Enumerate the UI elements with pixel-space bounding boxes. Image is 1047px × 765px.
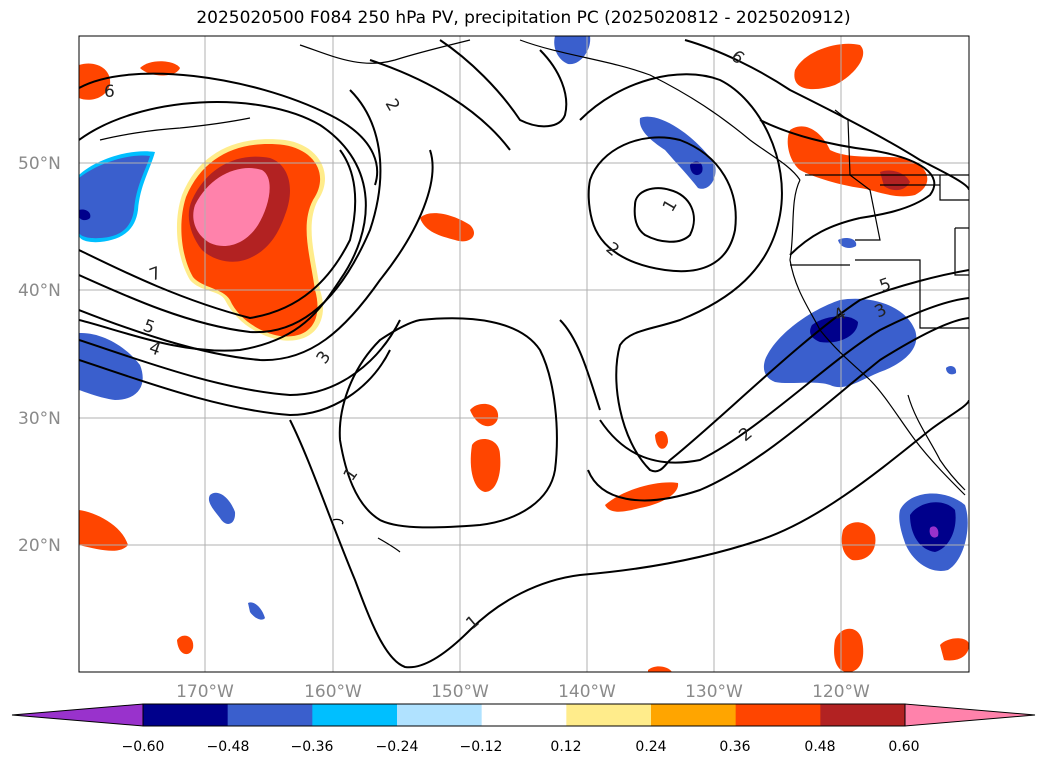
colorbar-tick-label: 0.48 bbox=[804, 739, 835, 755]
contour-label: 6 bbox=[727, 47, 748, 69]
lat-label: 50°N bbox=[18, 154, 61, 174]
map-title: 2025020500 F084 250 hPa PV, precipitatio… bbox=[196, 8, 851, 28]
colorbar-extend-high bbox=[904, 703, 1036, 727]
contour-label: 1 bbox=[462, 612, 483, 634]
contour-label: 1 bbox=[659, 196, 682, 215]
graticule bbox=[79, 36, 969, 672]
lon-label: 130°W bbox=[685, 682, 743, 702]
colorbar-swatch bbox=[820, 704, 906, 726]
lon-label: 170°W bbox=[176, 682, 234, 702]
contour-labels: 6 2 6 1 2 7 5 4 3 5 4 3 1 2 1 bbox=[104, 47, 894, 634]
colorbar-tick-label: 0.12 bbox=[550, 739, 581, 755]
longitude-labels: 170°W 160°W 150°W 140°W 130°W 120°W bbox=[176, 682, 870, 702]
colorbar-swatch bbox=[566, 704, 652, 726]
colorbar-swatch bbox=[312, 704, 398, 726]
colorbar-tick-label: −0.36 bbox=[291, 739, 334, 755]
lon-label: 150°W bbox=[431, 682, 489, 702]
colorbar-tick-label: −0.24 bbox=[376, 739, 419, 755]
lat-label: 20°N bbox=[18, 536, 61, 556]
lon-label: 140°W bbox=[558, 682, 616, 702]
colorbar-frame bbox=[142, 703, 906, 727]
lat-label: 30°N bbox=[18, 409, 61, 429]
coastlines bbox=[99, 39, 969, 553]
negative-precip-shading bbox=[79, 36, 968, 620]
latitude-labels: 50°N 40°N 30°N 20°N bbox=[18, 154, 61, 556]
colorbar-tick-label: −0.12 bbox=[460, 739, 503, 755]
colorbar-extend-low bbox=[11, 703, 144, 727]
colorbar: −0.60 −0.48 −0.36 −0.24 −0.12 0.12 0.24 … bbox=[11, 703, 1036, 755]
lat-label: 40°N bbox=[18, 281, 61, 301]
contour-label: 2 bbox=[602, 239, 623, 261]
colorbar-tick-label: −0.60 bbox=[122, 739, 165, 755]
contour-label: 3 bbox=[313, 348, 336, 368]
contour-label: 5 bbox=[140, 316, 157, 338]
map-frame bbox=[78, 35, 970, 673]
colorbar-swatch bbox=[651, 704, 737, 726]
map-plot-area: 6 2 6 1 2 7 5 4 3 5 4 3 1 2 1 bbox=[79, 36, 969, 672]
colorbar-tick-label: 0.24 bbox=[635, 739, 666, 755]
contour-label: 1 bbox=[340, 465, 363, 485]
colorbar-swatch bbox=[227, 704, 313, 726]
colorbar-swatch bbox=[735, 704, 821, 726]
colorbar-swatch bbox=[481, 704, 567, 726]
colorbar-swatch bbox=[397, 704, 483, 726]
lon-label: 120°W bbox=[812, 682, 870, 702]
colorbar-tick-label: 0.60 bbox=[888, 739, 919, 755]
colorbar-tick-label: 0.36 bbox=[719, 739, 750, 755]
contour-label: 2 bbox=[381, 96, 404, 115]
contour-label: 6 bbox=[104, 82, 115, 102]
colorbar-swatch bbox=[143, 704, 229, 726]
pv-contours bbox=[79, 39, 969, 669]
colorbar-tick-labels: −0.60 −0.48 −0.36 −0.24 −0.12 0.12 0.24 … bbox=[122, 739, 920, 755]
contour-label: 4 bbox=[146, 338, 163, 360]
colorbar-swatches bbox=[11, 703, 1036, 727]
lon-label: 160°W bbox=[304, 682, 362, 702]
colorbar-tick-label: −0.48 bbox=[207, 739, 250, 755]
